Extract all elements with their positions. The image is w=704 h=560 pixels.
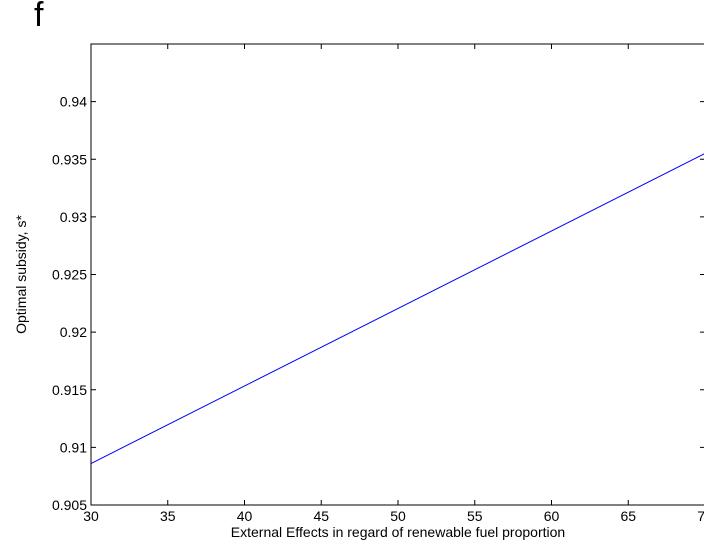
y-tick-label: 0.91: [60, 439, 87, 455]
y-tick-label: 0.92: [60, 324, 87, 340]
y-tick-label: 0.925: [52, 267, 87, 283]
y-tick-label: 0.935: [52, 151, 87, 167]
x-tick-label: 45: [313, 508, 329, 524]
x-tick-label: 70: [697, 508, 704, 524]
plot-frame: [90, 43, 704, 506]
x-tick-label: 30: [83, 508, 99, 524]
y-tick-label: 0.94: [60, 94, 87, 110]
x-tick-label: 40: [237, 508, 253, 524]
x-tick-label: 35: [160, 508, 176, 524]
series-line: [90, 153, 704, 464]
y-tick-label: 0.93: [60, 209, 87, 225]
axis-tick-labels: 30 35 40 45 50 55 60 65 70 0.905 0.91 0.915 0.92 0.92…: [52, 94, 704, 524]
y-tick-label: 0.915: [52, 382, 87, 398]
panel-label: f: [34, 0, 44, 34]
x-tick-label: 55: [467, 508, 483, 524]
x-tick-label: 60: [544, 508, 560, 524]
x-axis-label: External Effects in regard of renewable …: [231, 524, 565, 540]
x-tick-label: 65: [620, 508, 636, 524]
y-axis-label: Optimal subsidy, s*: [13, 215, 29, 334]
plot-area: [91, 44, 704, 505]
y-tick-label: 0.905: [52, 497, 87, 513]
x-tick-label: 50: [390, 508, 406, 524]
